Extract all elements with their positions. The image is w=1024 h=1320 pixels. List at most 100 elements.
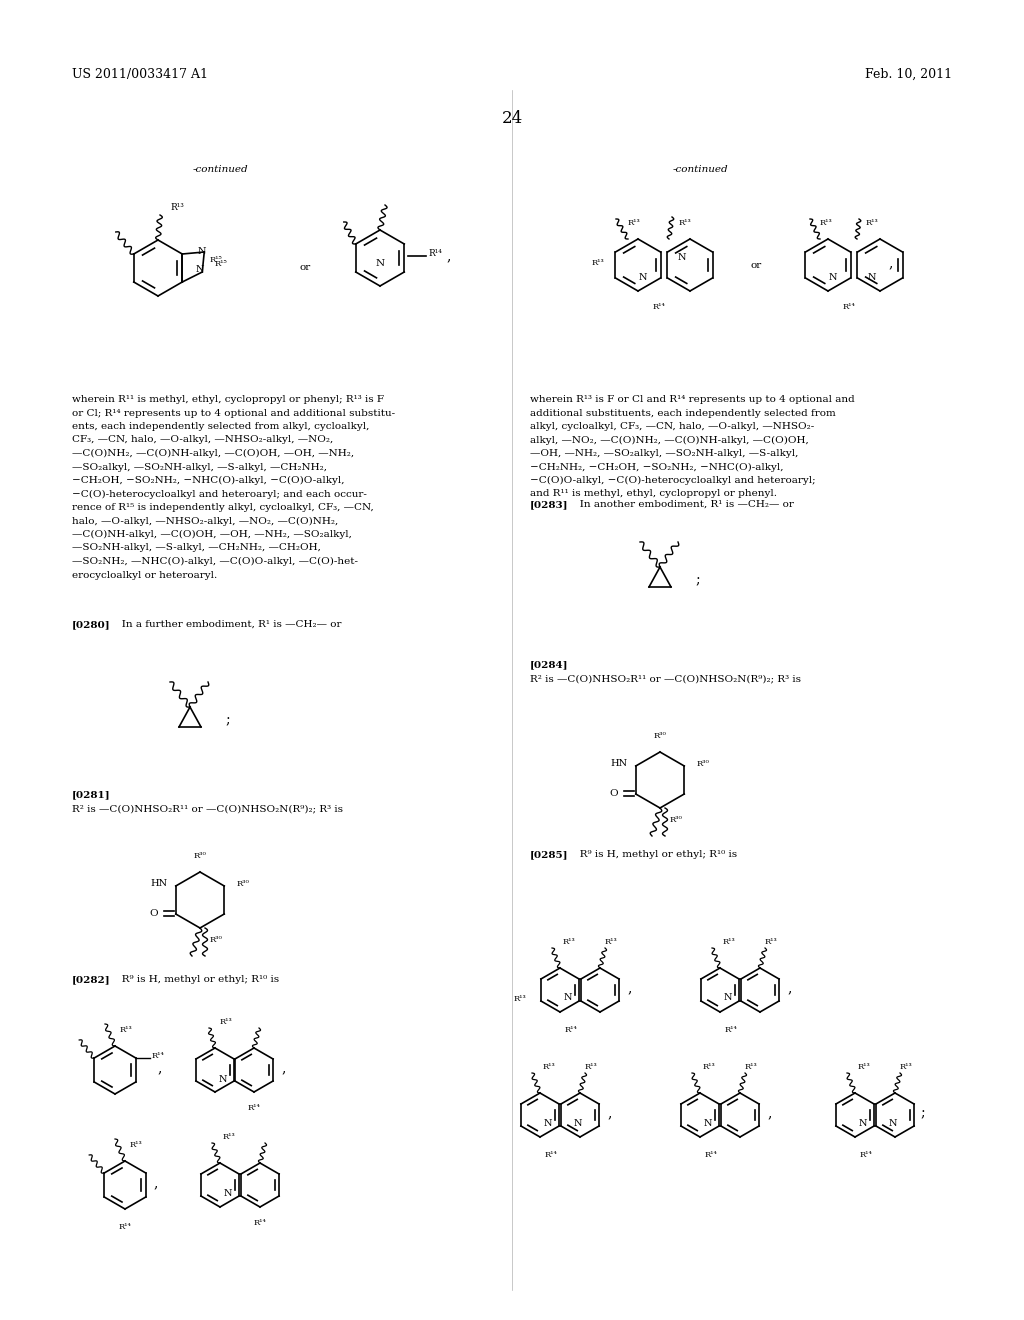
Text: R¹⁴: R¹⁴ [843, 304, 855, 312]
Text: [0285]: [0285] [530, 850, 568, 859]
Text: R¹³: R¹³ [765, 939, 778, 946]
Text: alkyl, —NO₂, —C(O)NH₂, —C(O)NH-alkyl, —C(O)OH,: alkyl, —NO₂, —C(O)NH₂, —C(O)NH-alkyl, —C… [530, 436, 809, 445]
Text: R¹³: R¹³ [513, 995, 526, 1003]
Text: N: N [639, 272, 647, 281]
Text: ,: , [627, 981, 632, 995]
Text: ,: , [281, 1061, 286, 1074]
Text: −CH₂NH₂, −CH₂OH, −SO₂NH₂, −NHC(O)-alkyl,: −CH₂NH₂, −CH₂OH, −SO₂NH₂, −NHC(O)-alkyl, [530, 462, 783, 471]
Text: R¹³: R¹³ [745, 1063, 758, 1071]
Text: ,: , [446, 249, 451, 263]
Text: CF₃, —CN, halo, —O-alkyl, —NHSO₂-alkyl, —NO₂,: CF₃, —CN, halo, —O-alkyl, —NHSO₂-alkyl, … [72, 436, 333, 445]
Text: or Cl; R¹⁴ represents up to 4 optional and additional substitu-: or Cl; R¹⁴ represents up to 4 optional a… [72, 408, 395, 417]
Text: R³⁰: R³⁰ [670, 816, 683, 824]
Text: N: N [376, 259, 385, 268]
Text: erocycloalkyl or heteroaryl.: erocycloalkyl or heteroaryl. [72, 570, 217, 579]
Text: [0282]: [0282] [72, 975, 111, 983]
Text: N: N [828, 272, 838, 281]
Text: R¹³: R¹³ [563, 939, 575, 946]
Text: ,: , [767, 1106, 771, 1119]
Text: [0281]: [0281] [72, 789, 111, 799]
Text: O: O [150, 909, 158, 919]
Text: wherein R¹¹ is methyl, ethyl, cyclopropyl or phenyl; R¹³ is F: wherein R¹¹ is methyl, ethyl, cyclopropy… [72, 395, 384, 404]
Text: In another embodiment, R¹ is —CH₂— or: In another embodiment, R¹ is —CH₂— or [570, 500, 794, 510]
Text: −C(O)O-alkyl, −C(O)-heterocycloalkyl and heteroaryl;: −C(O)O-alkyl, −C(O)-heterocycloalkyl and… [530, 477, 816, 486]
Text: R¹⁵: R¹⁵ [214, 260, 227, 268]
Text: R³⁰: R³⁰ [237, 880, 249, 888]
Text: R¹⁴: R¹⁴ [725, 1026, 737, 1034]
Text: R¹³: R¹³ [628, 219, 641, 227]
Text: US 2011/0033417 A1: US 2011/0033417 A1 [72, 69, 208, 81]
Text: —SO₂NH-alkyl, —S-alkyl, —CH₂NH₂, —CH₂OH,: —SO₂NH-alkyl, —S-alkyl, —CH₂NH₂, —CH₂OH, [72, 544, 321, 553]
Text: and R¹¹ is methyl, ethyl, cyclopropyl or phenyl.: and R¹¹ is methyl, ethyl, cyclopropyl or… [530, 490, 777, 499]
Text: ,: , [153, 1176, 158, 1191]
Text: R² is —C(O)NHSO₂R¹¹ or —C(O)NHSO₂N(R⁹)₂; R³ is: R² is —C(O)NHSO₂R¹¹ or —C(O)NHSO₂N(R⁹)₂;… [530, 675, 801, 682]
Text: wherein R¹³ is F or Cl and R¹⁴ represents up to 4 optional and: wherein R¹³ is F or Cl and R¹⁴ represent… [530, 395, 855, 404]
Text: R³⁰: R³⁰ [653, 733, 667, 741]
Text: N: N [196, 264, 205, 273]
Text: alkyl, cycloalkyl, CF₃, —CN, halo, —O-alkyl, —NHSO₂-: alkyl, cycloalkyl, CF₃, —CN, halo, —O-al… [530, 422, 814, 432]
Text: —OH, —NH₂, —SO₂alkyl, —SO₂NH-alkyl, —S-alkyl,: —OH, —NH₂, —SO₂alkyl, —SO₂NH-alkyl, —S-a… [530, 449, 799, 458]
Text: R¹³: R¹³ [591, 259, 604, 267]
Text: —SO₂alkyl, —SO₂NH-alkyl, —S-alkyl, —CH₂NH₂,: —SO₂alkyl, —SO₂NH-alkyl, —S-alkyl, —CH₂N… [72, 462, 327, 471]
Text: −C(O)-heterocycloalkyl and heteroaryl; and each occur-: −C(O)-heterocycloalkyl and heteroaryl; a… [72, 490, 367, 499]
Text: In a further embodiment, R¹ is —CH₂— or: In a further embodiment, R¹ is —CH₂— or [112, 620, 341, 630]
Text: additional substituents, each independently selected from: additional substituents, each independen… [530, 408, 836, 417]
Text: N: N [219, 1076, 227, 1085]
Text: R¹³: R¹³ [220, 1018, 232, 1026]
Text: R³⁰: R³⁰ [696, 760, 710, 768]
Text: R¹³: R¹³ [703, 1063, 716, 1071]
Text: R¹³: R¹³ [223, 1133, 236, 1140]
Text: —SO₂NH₂, —NHC(O)-alkyl, —C(O)O-alkyl, —C(O)-het-: —SO₂NH₂, —NHC(O)-alkyl, —C(O)O-alkyl, —C… [72, 557, 358, 566]
Text: or: or [299, 264, 310, 272]
Text: R¹⁴: R¹⁴ [152, 1052, 165, 1060]
Text: ;: ; [695, 573, 699, 587]
Text: R¹³: R¹³ [866, 219, 879, 227]
Text: N: N [564, 994, 572, 1002]
Text: N: N [889, 1118, 897, 1127]
Text: R³⁰: R³⁰ [210, 936, 223, 944]
Text: R¹³: R¹³ [723, 939, 736, 946]
Text: R¹⁴: R¹⁴ [254, 1218, 266, 1228]
Text: R¹⁴: R¹⁴ [564, 1026, 578, 1034]
Text: Feb. 10, 2011: Feb. 10, 2011 [865, 69, 952, 81]
Text: N: N [544, 1118, 552, 1127]
Text: R¹³: R¹³ [170, 203, 184, 213]
Text: N: N [573, 1118, 583, 1127]
Text: R¹³: R¹³ [858, 1063, 870, 1071]
Text: rence of R¹⁵ is independently alkyl, cycloalkyl, CF₃, —CN,: rence of R¹⁵ is independently alkyl, cyc… [72, 503, 374, 512]
Text: 24: 24 [502, 110, 522, 127]
Text: N: N [198, 248, 207, 256]
Text: R¹³: R¹³ [585, 1063, 598, 1071]
Text: R¹³: R¹³ [130, 1140, 142, 1148]
Text: R¹⁴: R¹⁴ [652, 304, 666, 312]
Text: R⁹ is H, methyl or ethyl; R¹⁰ is: R⁹ is H, methyl or ethyl; R¹⁰ is [570, 850, 737, 859]
Text: R¹³: R¹³ [120, 1026, 133, 1034]
Text: [0284]: [0284] [530, 660, 568, 669]
Text: ;: ; [920, 1106, 925, 1119]
Text: —C(O)NH₂, —C(O)NH-alkyl, —C(O)OH, —OH, —NH₂,: —C(O)NH₂, —C(O)NH-alkyl, —C(O)OH, —OH, —… [72, 449, 354, 458]
Text: -continued: -continued [193, 165, 248, 174]
Text: ,: , [787, 981, 792, 995]
Text: -continued: -continued [672, 165, 728, 174]
Text: N: N [703, 1118, 713, 1127]
Text: HN: HN [610, 759, 628, 768]
Text: R¹⁴: R¹⁴ [545, 1151, 557, 1159]
Text: N: N [224, 1188, 232, 1197]
Text: R² is —C(O)NHSO₂R¹¹ or —C(O)NHSO₂N(R⁹)₂; R³ is: R² is —C(O)NHSO₂R¹¹ or —C(O)NHSO₂N(R⁹)₂;… [72, 804, 343, 813]
Text: —C(O)NH-alkyl, —C(O)OH, —OH, —NH₂, —SO₂alkyl,: —C(O)NH-alkyl, —C(O)OH, —OH, —NH₂, —SO₂a… [72, 531, 352, 539]
Text: ,: , [888, 256, 892, 271]
Text: R¹⁵: R¹⁵ [209, 256, 222, 264]
Text: HN: HN [151, 879, 168, 888]
Text: −CH₂OH, −SO₂NH₂, −NHC(O)-alkyl, −C(O)O-alkyl,: −CH₂OH, −SO₂NH₂, −NHC(O)-alkyl, −C(O)O-a… [72, 477, 344, 486]
Text: N: N [678, 252, 686, 261]
Text: N: N [724, 994, 732, 1002]
Text: ,: , [157, 1061, 162, 1074]
Text: N: N [859, 1118, 867, 1127]
Text: R¹³: R¹³ [543, 1063, 556, 1071]
Text: R³⁰: R³⁰ [194, 851, 207, 861]
Text: R¹⁴: R¹⁴ [859, 1151, 872, 1159]
Text: R¹³: R¹³ [820, 219, 833, 227]
Text: or: or [751, 260, 762, 269]
Text: [0283]: [0283] [530, 500, 568, 510]
Text: R⁹ is H, methyl or ethyl; R¹⁰ is: R⁹ is H, methyl or ethyl; R¹⁰ is [112, 975, 280, 983]
